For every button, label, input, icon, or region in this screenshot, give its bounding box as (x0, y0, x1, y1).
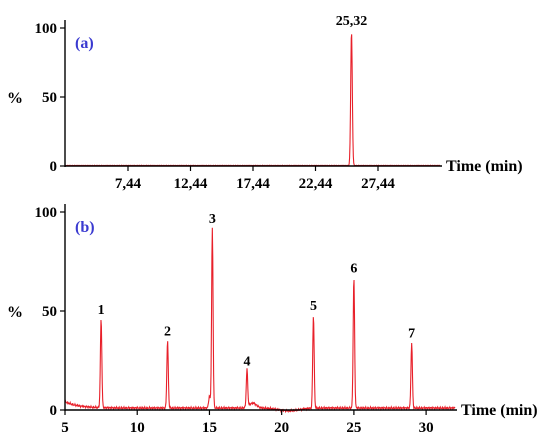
x-tick-label: 25 (346, 420, 361, 436)
y-axis-title: % (7, 90, 23, 107)
panel-label: (a) (75, 35, 94, 52)
x-tick-label: 27,44 (361, 176, 395, 192)
peak-label: 3 (209, 212, 216, 227)
y-tick-label: 0 (50, 403, 58, 419)
x-tick-label: 5 (61, 420, 69, 436)
peak-label: 7 (408, 327, 415, 342)
y-tick-label: 0 (50, 159, 58, 175)
peak-label: 4 (244, 354, 251, 369)
x-tick-label: 20 (274, 420, 289, 436)
peak-label: 1 (98, 303, 105, 318)
y-tick-label: 50 (42, 90, 57, 106)
x-tick-label: 12,44 (174, 176, 208, 192)
x-tick-label: 7,44 (115, 176, 142, 192)
x-axis-title: Time (min) (446, 158, 523, 175)
y-tick-label: 100 (35, 21, 58, 37)
x-tick-label: 10 (130, 420, 145, 436)
peak-label: 6 (350, 261, 357, 276)
y-axis-title: % (7, 304, 23, 321)
y-tick-label: 100 (35, 205, 58, 221)
x-axis-title: Time (min) (461, 402, 538, 419)
panel-b: 0 50 100 5 10 15 20 25 30% Time (min) (b) 1 2 3 4 5 6 7 (7, 204, 538, 436)
x-tick-label: 22,44 (299, 176, 333, 192)
panel-label: (b) (75, 219, 95, 236)
x-tick-label: 17,44 (236, 176, 270, 192)
x-tick-label: 30 (419, 420, 434, 436)
chromatogram-trace (64, 227, 456, 414)
peak-label: 25,32 (336, 14, 368, 29)
x-tick-label: 15 (202, 420, 217, 436)
peak-label: 2 (164, 325, 171, 340)
panel-a: 0 50 100 7,44 12,44 17,44 22,44 27,44% Time (min… (7, 14, 523, 192)
peak-label: 5 (310, 299, 317, 314)
chromatogram-trace (64, 34, 441, 167)
y-tick-label: 50 (42, 304, 57, 320)
